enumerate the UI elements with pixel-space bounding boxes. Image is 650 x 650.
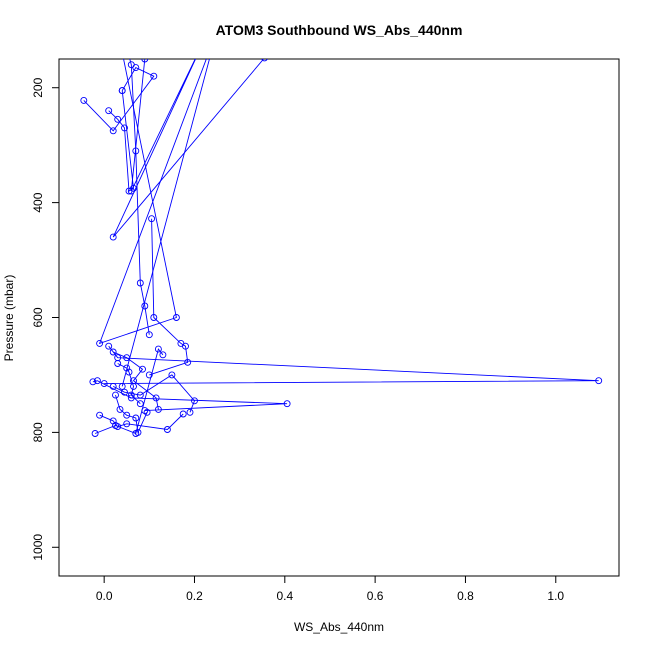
data-point [132,414,140,422]
data-point [150,72,158,80]
series-line-11 [99,413,184,430]
data-point [595,377,603,385]
data-point [150,314,158,321]
x-tick-label: 0.2 [186,589,203,603]
y-tick-label: 200 [31,77,45,97]
data-point [261,59,268,62]
series-line-2 [83,67,155,132]
series-line-5 [149,218,189,376]
x-tick-label: 0.4 [276,589,293,603]
data-point [139,365,146,373]
chart-title: ATOM3 Southbound WS_Abs_440nm [216,22,463,38]
data-point [184,358,192,366]
data-point [168,371,176,379]
plot-frame [58,58,620,577]
y-tick-label: 600 [31,307,45,327]
data-point [130,184,137,192]
data-point [130,382,137,390]
data-point [115,27,121,33]
data-point [159,351,167,359]
data-point [121,388,128,396]
series-line-0 [112,59,265,238]
x-tick-label: 0.6 [367,589,384,603]
data-point [105,342,113,350]
data-point [116,405,124,413]
data-point [127,61,135,69]
x-axis-label: WS_Abs_440nm [294,620,384,634]
data-point [105,107,113,115]
y-axis-label: Pressure (mbar) [2,275,16,362]
x-tick-label: 1.0 [547,589,564,603]
data-point [154,345,162,353]
data-point [136,279,144,287]
data-point [143,408,151,416]
data-point [145,371,153,379]
data-point [145,331,153,339]
series-line-3 [108,90,134,192]
data-point [109,127,117,135]
data-point [93,377,101,385]
series-line-13 [117,363,141,405]
data-point [91,430,99,437]
data-point [114,115,122,123]
data-point [186,408,194,416]
y-tick-label: 1000 [31,534,45,561]
y-tick-label: 800 [31,422,45,442]
data-point [132,147,140,155]
data-point [123,411,131,419]
data-point [80,96,88,104]
data-point [182,342,189,350]
data-point [112,391,119,399]
x-tick-label: 0.0 [96,589,113,603]
data-point [172,314,180,321]
data-point [148,215,156,223]
data-point [109,348,117,356]
data-point [125,368,133,376]
x-tick-label: 0.8 [457,589,474,603]
data-point [89,378,97,386]
series-line-9 [112,374,196,413]
data-point [109,233,117,241]
data-point [141,302,149,310]
data-point [100,380,108,388]
data-point [141,59,149,63]
data-point [283,400,291,408]
data-point [179,410,187,418]
data-point [191,397,198,405]
data-point [109,382,117,390]
data-point [114,360,122,367]
series-line-6 [113,351,159,410]
data-point [123,364,131,372]
series-line-10 [115,394,148,434]
data-point [201,39,207,45]
series-layer [80,27,603,437]
y-axis: 200 400 600 800 1000 [31,77,59,561]
series-line-1 [98,59,210,387]
data-point [136,391,144,399]
x-axis: 0.0 0.2 0.4 0.6 0.8 1.0 [96,576,564,603]
data-point [118,87,126,95]
data-point [96,339,104,347]
series-line-12 [94,348,164,435]
data-point [136,400,144,408]
y-tick-label: 400 [31,192,45,212]
data-point [112,422,119,429]
data-point [124,45,130,51]
data-point [132,430,140,437]
data-point [152,394,160,402]
data-point [123,420,131,428]
data-point [96,411,104,419]
data-point [127,391,135,399]
data-point [121,124,128,132]
series-line-7 [104,345,599,385]
data-point [163,426,171,433]
